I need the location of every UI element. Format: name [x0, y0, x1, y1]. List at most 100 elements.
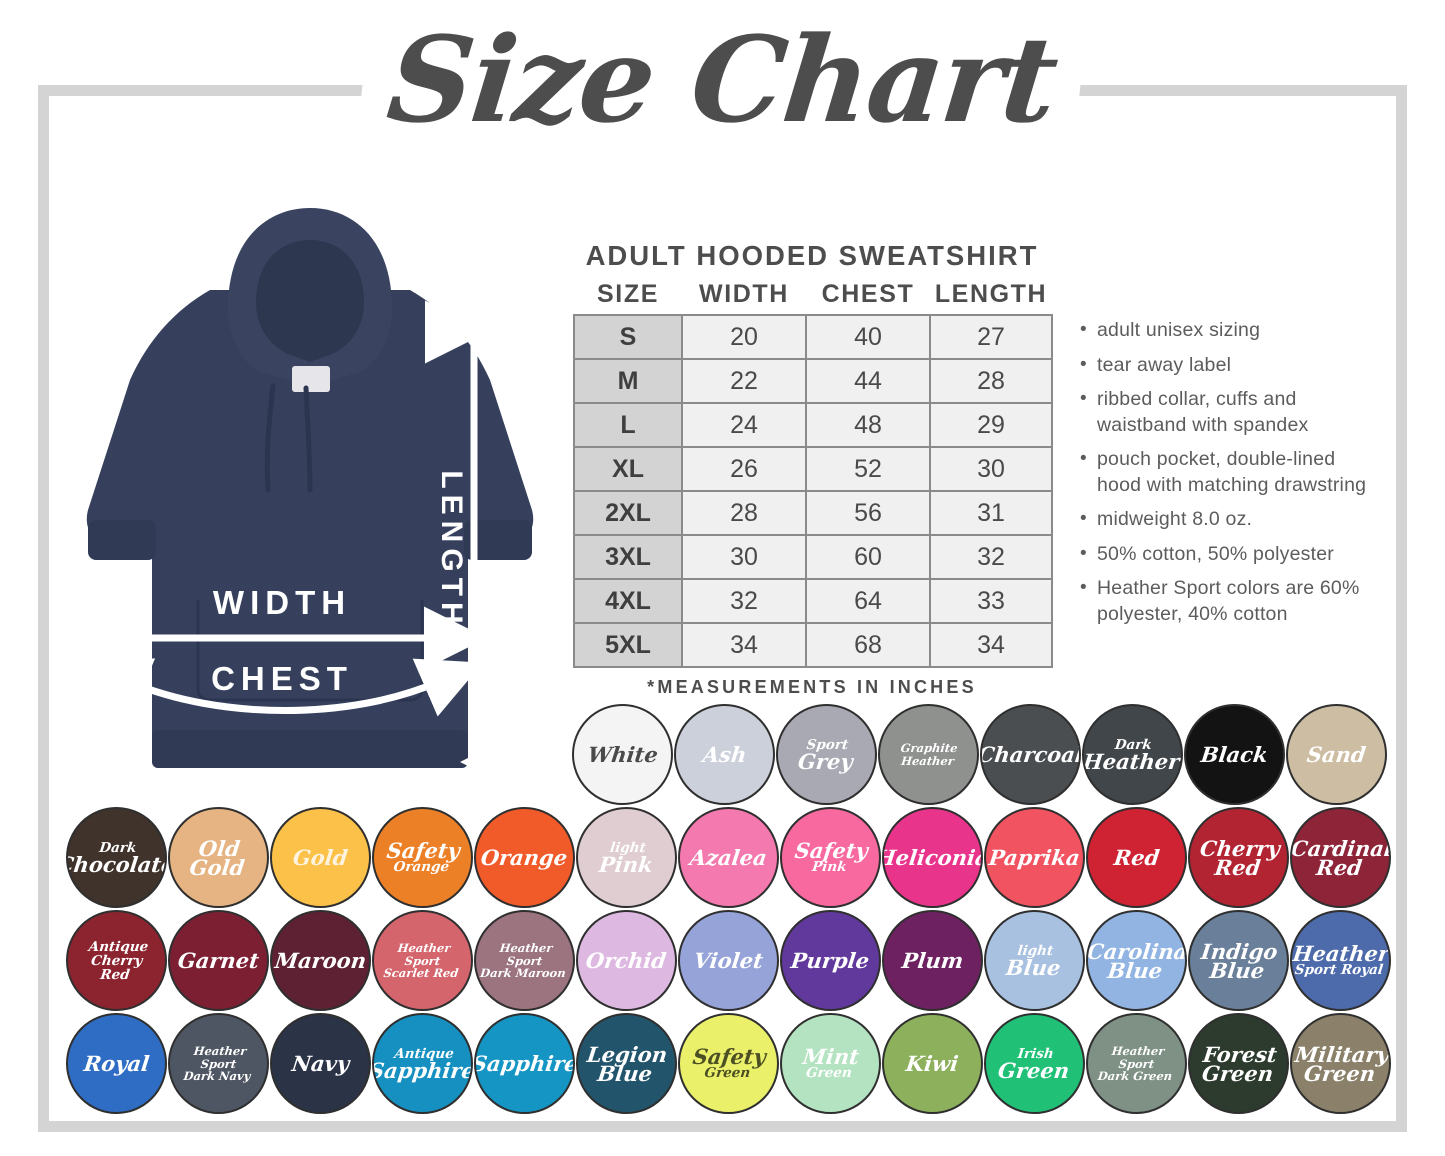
- table-row: 2XL 28 56 31: [573, 490, 1053, 536]
- color-swatch-heather-sport-dark-green[interactable]: Heather Sport Dark Green: [1086, 1013, 1187, 1114]
- color-swatch-antique-cherry-red[interactable]: Antique Cherry Red: [66, 910, 167, 1011]
- color-swatch-azalea[interactable]: Azalea: [678, 807, 779, 908]
- swatch-label-line: Orchid: [584, 948, 669, 973]
- cell-length: 32: [929, 534, 1053, 580]
- color-swatch-mint-green[interactable]: Mint Green: [780, 1013, 881, 1114]
- color-swatch-royal[interactable]: Royal: [66, 1013, 167, 1114]
- color-swatch-carolina-blue[interactable]: Carolina Blue: [1086, 910, 1187, 1011]
- swatch-label: Sapphire: [476, 1051, 573, 1076]
- feature-item: adult unisex sizing: [1078, 317, 1378, 344]
- swatch-label-line: Gold: [291, 845, 350, 870]
- color-swatch-sand[interactable]: Sand: [1286, 704, 1387, 805]
- table-row: 3XL 30 60 32: [573, 534, 1053, 580]
- color-swatch-orchid[interactable]: Orchid: [576, 910, 677, 1011]
- color-swatch-safety-green[interactable]: Safety Green: [678, 1013, 779, 1114]
- swatch-label-line: Heather Sport: [1110, 1043, 1166, 1071]
- swatch-label-line: Charcoal: [980, 742, 1081, 767]
- swatch-row: Royal Heather Sport Dark Navy Navy Antique Sa…: [66, 1013, 1396, 1115]
- feature-list: adult unisex sizing tear away label ribbed…: [1078, 317, 1378, 636]
- swatch-label-line: Heliconia: [882, 845, 983, 870]
- table-row: XL 26 52 30: [573, 446, 1053, 492]
- swatch-row: White Ash Sport Grey Graphite Heather Charcoal…: [572, 704, 1396, 806]
- cell-size: M: [573, 358, 683, 404]
- color-swatch-maroon[interactable]: Maroon: [270, 910, 371, 1011]
- swatch-label-line: Maroon: [273, 948, 368, 973]
- color-swatch-light-pink[interactable]: light Pink: [576, 807, 677, 908]
- color-swatch-heather-sport-royal[interactable]: Heather Sport Royal: [1290, 910, 1391, 1011]
- swatch-label: Azalea: [685, 845, 772, 870]
- color-swatch-indigo-blue[interactable]: Indigo Blue: [1188, 910, 1289, 1011]
- swatch-label-line: Gold: [188, 854, 247, 880]
- color-swatch-irish-green[interactable]: Irish Green: [984, 1013, 1085, 1114]
- size-table-block: ADULT HOODED SWEATSHIRT SIZE WIDTH CHEST…: [573, 240, 1053, 698]
- feature-item: ribbed collar, cuffs and waistband with …: [1078, 386, 1378, 438]
- swatch-label-line: Chocolate: [66, 852, 167, 877]
- swatch-row: Dark Chocolate Old Gold Gold Safety Orange Oran…: [66, 807, 1396, 909]
- size-table: SIZE WIDTH CHEST LENGTH S 20 40 27 M 22 44 28 L 2…: [573, 279, 1053, 668]
- color-swatch-paprika[interactable]: Paprika: [984, 807, 1085, 908]
- swatch-label: Maroon: [272, 948, 369, 973]
- swatch-label-line: Navy: [290, 1051, 351, 1076]
- color-swatch-safety-pink[interactable]: Safety Pink: [780, 807, 881, 908]
- swatch-label: light Pink: [594, 840, 660, 877]
- swatch-label-line: Green: [1302, 1060, 1377, 1086]
- color-swatch-dark-heather[interactable]: Dark Heather: [1082, 704, 1183, 805]
- neck-label: [292, 366, 330, 392]
- color-swatch-purple[interactable]: Purple: [780, 910, 881, 1011]
- color-swatch-legion-blue[interactable]: Legion Blue: [576, 1013, 677, 1114]
- swatch-label: Indigo Blue: [1194, 939, 1283, 983]
- cell-width: 28: [681, 490, 807, 536]
- column-header-length: LENGTH: [934, 280, 1048, 308]
- color-swatch-sport-grey[interactable]: Sport Grey: [776, 704, 877, 805]
- table-row: S 20 40 27: [573, 314, 1053, 360]
- cell-size: 3XL: [573, 534, 683, 580]
- color-swatch-heather-sport-dark-navy[interactable]: Heather Sport Dark Navy: [168, 1013, 269, 1114]
- color-swatch-sapphire[interactable]: Sapphire: [474, 1013, 575, 1114]
- color-swatch-orange[interactable]: Orange: [474, 807, 575, 908]
- cell-size: S: [573, 314, 683, 360]
- color-swatch-cherry-red[interactable]: Cherry Red: [1188, 807, 1289, 908]
- cell-chest: 56: [805, 490, 931, 536]
- swatch-label: Purple: [786, 948, 874, 973]
- color-swatch-antique-sapphire[interactable]: Antique Sapphire: [372, 1013, 473, 1114]
- cell-chest: 40: [805, 314, 931, 360]
- color-swatch-violet[interactable]: Violet: [678, 910, 779, 1011]
- column-header-width: WIDTH: [699, 280, 789, 308]
- color-swatch-heather-sport-scarlet-red[interactable]: Heather Sport Scarlet Red: [372, 910, 473, 1011]
- swatch-label-line: Azalea: [688, 845, 769, 870]
- color-swatch-white[interactable]: White: [572, 704, 673, 805]
- color-swatch-dark-chocolate[interactable]: Dark Chocolate: [66, 807, 167, 908]
- swatch-label-line: Green: [996, 1058, 1071, 1083]
- color-swatch-black[interactable]: Black: [1184, 704, 1285, 805]
- cell-width: 24: [681, 402, 807, 448]
- color-swatch-garnet[interactable]: Garnet: [168, 910, 269, 1011]
- swatch-label-line: Graphite: [900, 741, 959, 755]
- color-swatch-cardinal-red[interactable]: Cardinal Red: [1290, 807, 1391, 908]
- color-swatch-heather-sport-dark-maroon[interactable]: Heather Sport Dark Maroon: [474, 910, 575, 1011]
- color-swatch-gold[interactable]: Gold: [270, 807, 371, 908]
- swatch-label: Heliconia: [882, 845, 983, 870]
- color-swatch-light-blue[interactable]: light Blue: [984, 910, 1085, 1011]
- swatch-label: Sport Grey: [793, 737, 860, 774]
- cell-width: 22: [681, 358, 807, 404]
- color-swatch-navy[interactable]: Navy: [270, 1013, 371, 1114]
- swatch-label: Paprika: [986, 845, 1083, 870]
- cell-chest: 52: [805, 446, 931, 492]
- color-swatch-charcoal[interactable]: Charcoal: [980, 704, 1081, 805]
- chest-arrow: [84, 658, 483, 717]
- color-swatch-plum[interactable]: Plum: [882, 910, 983, 1011]
- color-swatch-military-green[interactable]: Military Green: [1290, 1013, 1391, 1114]
- color-swatch-graphite-heather[interactable]: Graphite Heather: [878, 704, 979, 805]
- color-swatch-old-gold[interactable]: Old Gold: [168, 807, 269, 908]
- cell-chest: 64: [805, 578, 931, 624]
- color-swatch-red[interactable]: Red: [1086, 807, 1187, 908]
- color-swatch-forest-green[interactable]: Forest Green: [1188, 1013, 1289, 1114]
- color-swatch-ash[interactable]: Ash: [674, 704, 775, 805]
- swatch-label-line: Dark Green: [1096, 1068, 1174, 1083]
- color-swatch-safety-orange[interactable]: Safety Orange: [372, 807, 473, 908]
- color-swatch-kiwi[interactable]: Kiwi: [882, 1013, 983, 1114]
- swatch-label-line: Heather: [1082, 749, 1182, 774]
- color-swatch-heliconia[interactable]: Heliconia: [882, 807, 983, 908]
- swatch-label-line: Scarlet Red: [382, 965, 460, 980]
- swatch-label: Forest Green: [1195, 1042, 1281, 1086]
